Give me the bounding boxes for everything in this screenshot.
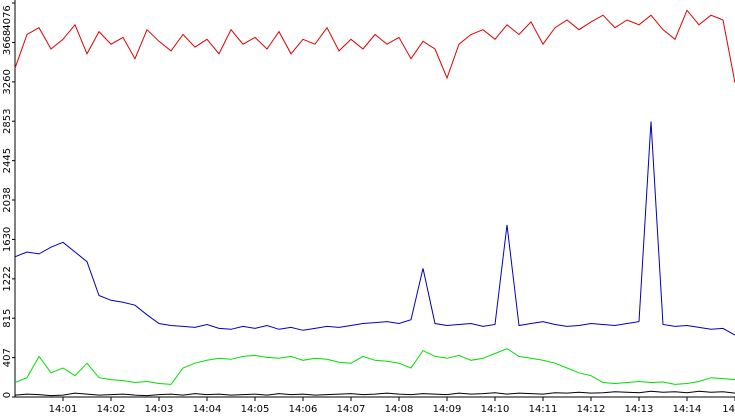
y-tick-label: 3668	[2, 30, 13, 55]
series-line	[14, 390, 735, 397]
y-tick-label: 1630	[2, 227, 13, 252]
y-tick-label: 1222	[2, 266, 13, 291]
x-tick-label: 14:02	[97, 404, 126, 415]
y-tick-label: 407	[2, 348, 13, 367]
x-tick-label: 14:13	[625, 404, 654, 415]
series-line	[14, 121, 735, 336]
x-tick-label: 14:08	[385, 404, 414, 415]
x-tick-label: 14	[722, 404, 735, 415]
y-tick-label: 815	[2, 309, 13, 328]
y-tick-label: 3260	[2, 69, 13, 94]
x-tick-label: 14:10	[481, 404, 510, 415]
x-tick-label: 14:03	[145, 404, 174, 415]
x-tick-label: 14:07	[337, 404, 366, 415]
y-tick-label: 2853	[2, 108, 13, 133]
series-line	[14, 348, 735, 385]
x-tick-label: 14:01	[49, 404, 78, 415]
y-tick-label: 2038	[2, 187, 13, 212]
x-tick-label: 14:14	[673, 404, 702, 415]
x-tick-label: 14:12	[577, 404, 606, 415]
x-tick-label: 14:05	[241, 404, 270, 415]
x-tick-label: 14:04	[193, 404, 222, 415]
x-tick-label: 14:09	[433, 404, 462, 415]
x-tick-label: 14:11	[529, 404, 558, 415]
y-tick-label: 4076	[2, 5, 13, 30]
y-tick-label: 2445	[2, 148, 13, 173]
series-line	[14, 9, 735, 83]
y-tick-label: 0	[2, 392, 13, 398]
x-tick-label: 14:06	[289, 404, 318, 415]
